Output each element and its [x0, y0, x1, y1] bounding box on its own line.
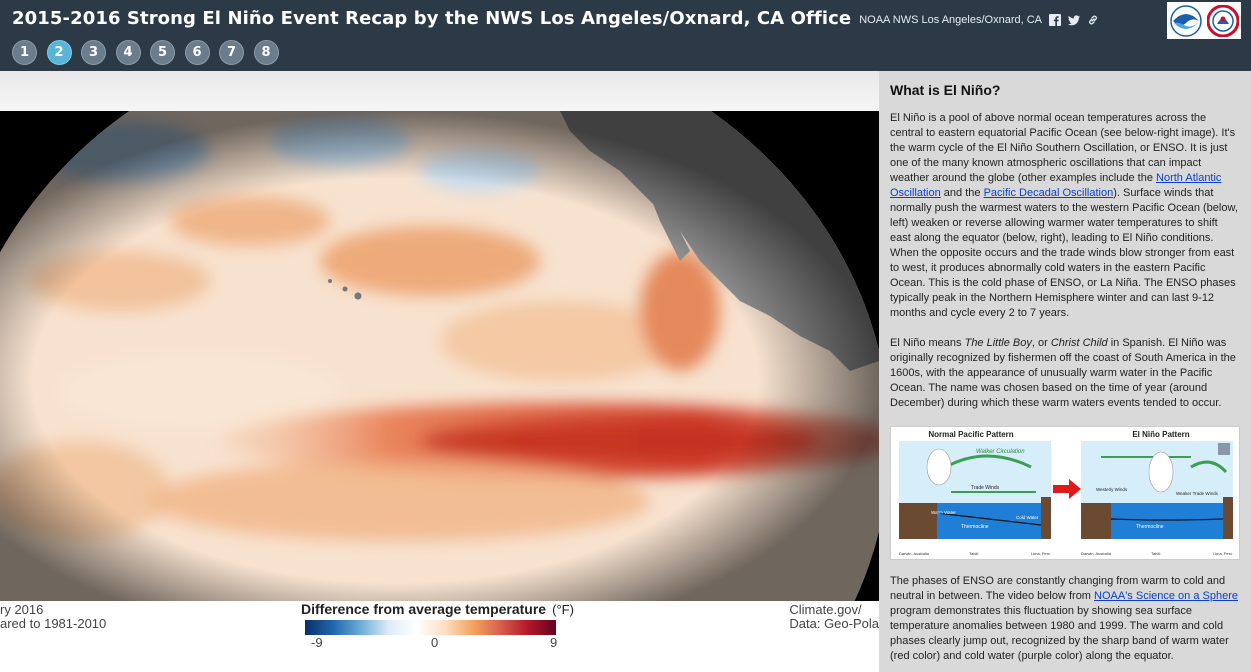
legend-tick-max: 9	[550, 635, 558, 650]
expand-icon[interactable]	[1218, 443, 1230, 455]
sst-anomaly-globe[interactable]	[0, 111, 879, 601]
diagram-left-place-3: Tahiti	[969, 551, 978, 556]
link-pacific-decadal-oscillation[interactable]: Pacific Decadal Oscillation	[983, 187, 1114, 199]
paragraph-what-is: El Niño is a pool of above normal ocean …	[890, 112, 1238, 319]
nav-button-7[interactable]: 7	[219, 40, 244, 65]
diagram-left-place-1: Darwin, Australia	[899, 551, 930, 556]
legend-colorbar	[305, 620, 556, 635]
enso-diagram[interactable]: Normal Pacific Pattern El Niño Pattern W…	[890, 426, 1240, 560]
legend-title: Difference from average temperature (°F)	[301, 601, 574, 617]
diagram-right-title: El Niño Pattern	[1132, 430, 1189, 439]
transition-arrow-icon	[1053, 479, 1081, 499]
link-science-on-a-sphere[interactable]: NOAA's Science on a Sphere	[1094, 590, 1238, 602]
diagram-left-title: Normal Pacific Pattern	[928, 430, 1013, 439]
office-link[interactable]: NOAA NWS Los Angeles/Oxnard, CA	[859, 14, 1042, 26]
nav-button-8[interactable]: 8	[253, 40, 279, 65]
map-legend: ry 2016 ared to 1981-2010 Difference fro…	[0, 601, 879, 656]
diagram-right-place-3: Tahiti	[1151, 551, 1160, 556]
paragraph-meaning: El Niño means The Little Boy, or Christ …	[890, 337, 1236, 409]
legend-unit: (°F)	[552, 602, 574, 617]
map-caption-date: ry 2016 ared to 1981-2010	[0, 602, 107, 631]
diagram-left-place-2: Lima, Peru	[1031, 551, 1050, 556]
nws-logo-icon	[1206, 4, 1239, 37]
page-title: 2015-2016 Strong El Niño Event Recap by …	[12, 8, 852, 29]
link-north-atlantic-oscillation[interactable]: North Atlantic Oscillation	[890, 172, 1222, 199]
nav-button-6[interactable]: 6	[184, 40, 210, 65]
nav-button-5[interactable]: 5	[150, 40, 175, 65]
diagram-cold-water-label: Cold Water	[1016, 515, 1039, 520]
diagram-walker-label: Walker Circulation	[976, 449, 1025, 455]
sidebar-panel[interactable]: What is El Niño? El Niño is a pool of ab…	[879, 71, 1251, 672]
diagram-weaker-trade-label: Weaker Trade Winds	[1176, 491, 1219, 496]
section-nav: 1 2 3 4 5 6 7 8	[12, 40, 279, 65]
noaa-logo-icon	[1169, 4, 1202, 37]
diagram-right-place-2: Lima, Peru	[1213, 551, 1232, 556]
header-bar: 2015-2016 Strong El Niño Event Recap by …	[0, 0, 1251, 71]
legend-tick-min: -9	[311, 635, 323, 650]
sidebar-title: What is El Niño?	[890, 82, 1001, 98]
legend-tick-zero: 0	[431, 635, 439, 650]
agency-logos[interactable]	[1167, 2, 1241, 39]
diagram-thermocline-label: Thermocline	[961, 524, 989, 530]
diagram-right-place-1: Darwin, Australia	[1081, 551, 1112, 556]
nav-button-3[interactable]: 3	[81, 40, 106, 65]
paragraph-phases: The phases of ENSO are constantly changi…	[890, 575, 1238, 662]
facebook-icon[interactable]	[1049, 14, 1061, 26]
header-share: NOAA NWS Los Angeles/Oxnard, CA	[859, 14, 1099, 26]
nav-button-1[interactable]: 1	[12, 40, 37, 65]
map-caption-source: Climate.gov/ Data: Geo-Pola	[789, 602, 879, 631]
twitter-icon[interactable]	[1068, 14, 1080, 26]
diagram-westerly-label: Westerly Winds	[1096, 487, 1128, 492]
diagram-trade-winds-label: Trade Winds	[971, 485, 1000, 491]
nav-button-2[interactable]: 2	[46, 40, 72, 65]
diagram-warm-water-label: Warm Water	[931, 510, 956, 515]
nav-button-4[interactable]: 4	[115, 40, 141, 65]
map-area: ry 2016 ared to 1981-2010 Difference fro…	[0, 71, 879, 672]
diagram-right-thermocline-label: Thermocline	[1136, 524, 1164, 530]
link-icon[interactable]	[1087, 14, 1099, 26]
